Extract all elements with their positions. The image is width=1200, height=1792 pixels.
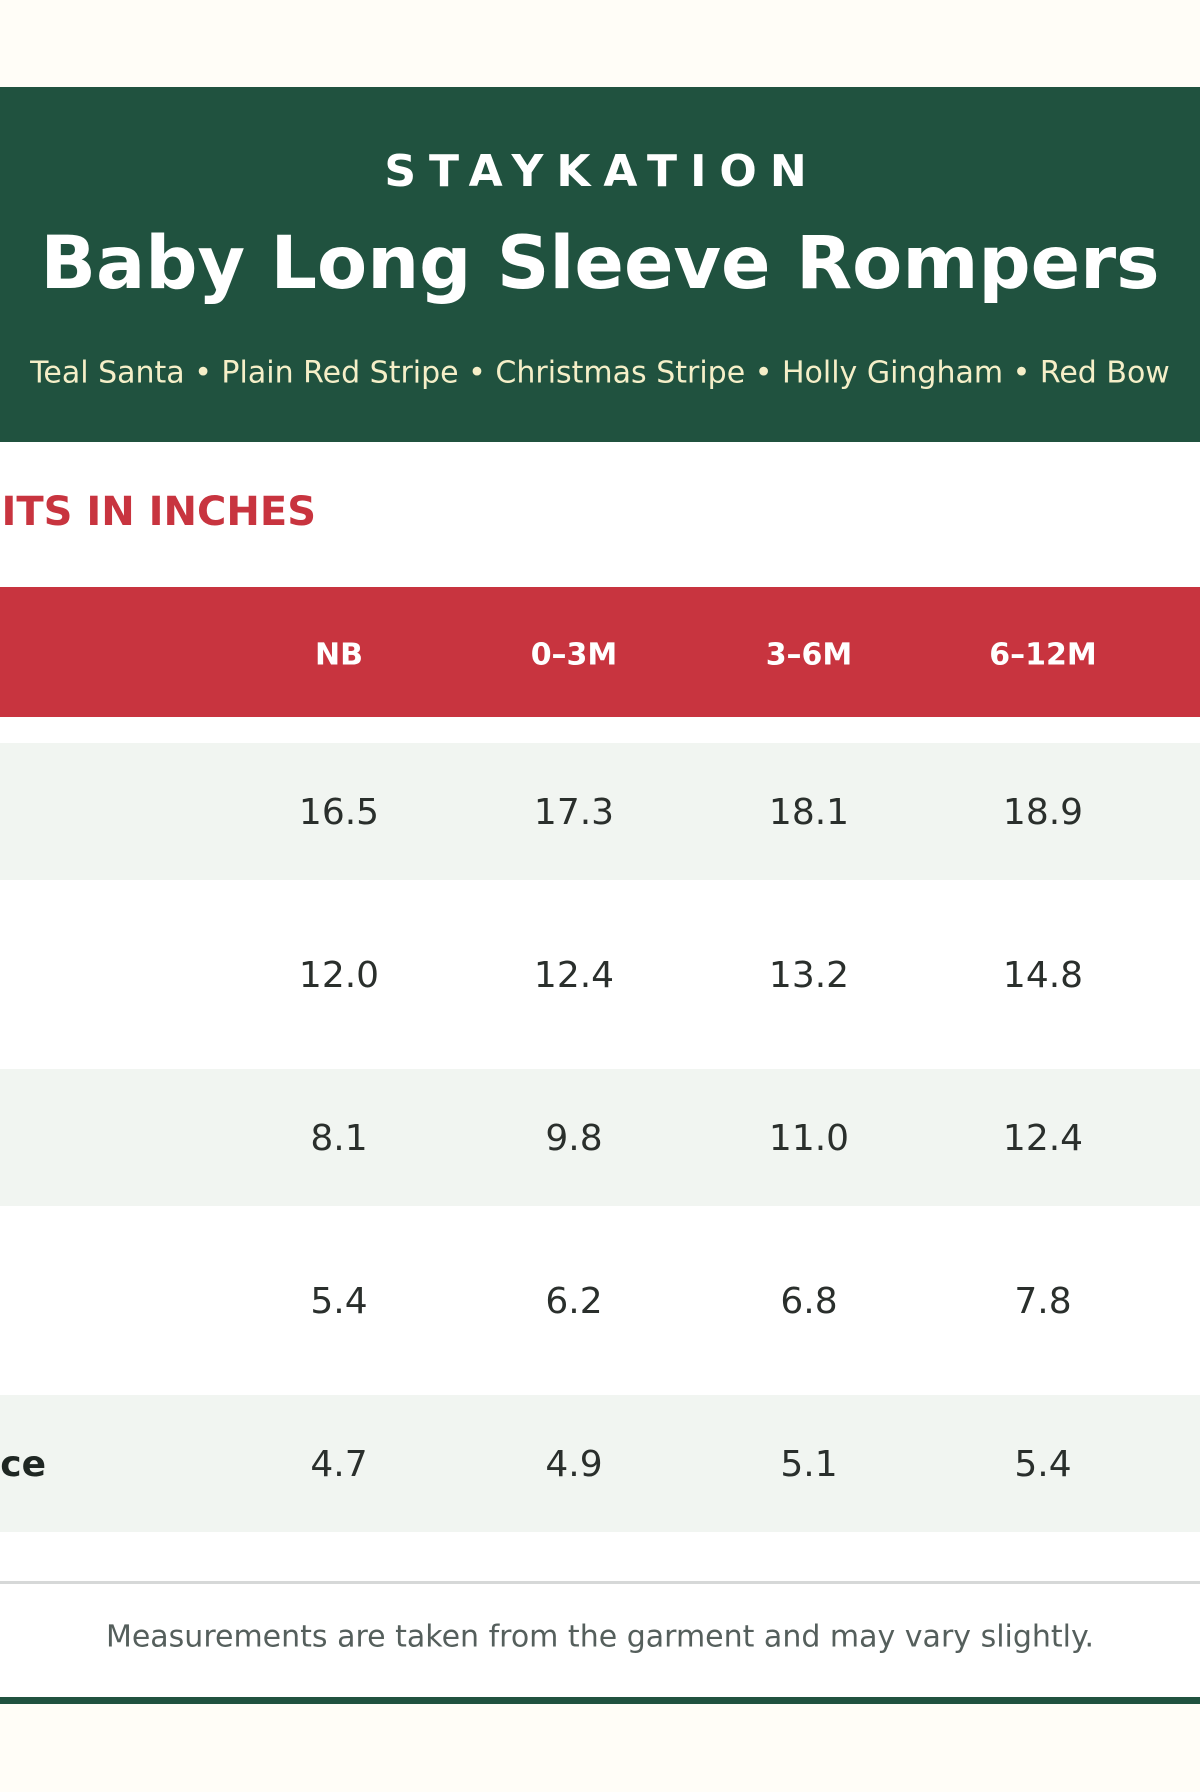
cell: 11.0 — [769, 1118, 849, 1159]
footnote: Measurements are taken from the garment … — [106, 1620, 1094, 1655]
subtitle: Teal Santa • Plain Red Stripe • Christma… — [29, 356, 1170, 391]
cell: 17.3 — [534, 792, 614, 833]
title: Baby Long Sleeve Rompers — [40, 221, 1159, 306]
cell: 18.1 — [769, 792, 849, 833]
row-stripe — [0, 743, 1200, 880]
cell: 5.4 — [310, 1281, 367, 1322]
cell: 5.1 — [780, 1444, 837, 1485]
cell: 13.2 — [769, 955, 849, 996]
row-stripe — [0, 1395, 1200, 1532]
brand: STAYKATION — [384, 146, 819, 197]
row-stripe — [0, 1069, 1200, 1206]
column-header: NB — [315, 638, 363, 673]
section-title: ITS IN INCHES — [1, 489, 316, 535]
cell: 14.8 — [1003, 955, 1083, 996]
cell: 16.5 — [299, 792, 379, 833]
cell: 4.9 — [545, 1444, 602, 1485]
cell: 12.4 — [1003, 1118, 1083, 1159]
cell: 9.8 — [545, 1118, 602, 1159]
header-band — [0, 87, 1200, 442]
cell: 7.8 — [1014, 1281, 1071, 1322]
column-header: 0–3M — [531, 638, 618, 673]
cell: 6.2 — [545, 1281, 602, 1322]
cell: 12.0 — [299, 955, 379, 996]
separator — [0, 1581, 1200, 1584]
table: NB 0–3M 3–6M 6–12M 16.5 17.3 18.1 18.9 12.0 12.4 1… — [0, 638, 1200, 1532]
column-header: 3–6M — [766, 638, 853, 673]
cell: 18.9 — [1003, 792, 1083, 833]
cell: 12.4 — [534, 955, 614, 996]
cell: 8.1 — [310, 1118, 367, 1159]
cell: 4.7 — [310, 1444, 367, 1485]
cell: 6.8 — [780, 1281, 837, 1322]
table-header — [0, 587, 1200, 717]
column-header: 6–12M — [989, 638, 1096, 673]
row-label: ce — [0, 1444, 46, 1485]
bottom-rule — [0, 1697, 1200, 1704]
cell: 5.4 — [1014, 1444, 1071, 1485]
